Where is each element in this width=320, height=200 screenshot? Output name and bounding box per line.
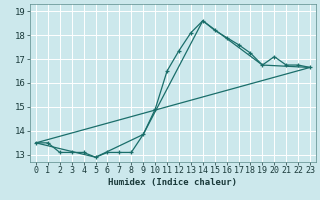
- X-axis label: Humidex (Indice chaleur): Humidex (Indice chaleur): [108, 178, 237, 187]
